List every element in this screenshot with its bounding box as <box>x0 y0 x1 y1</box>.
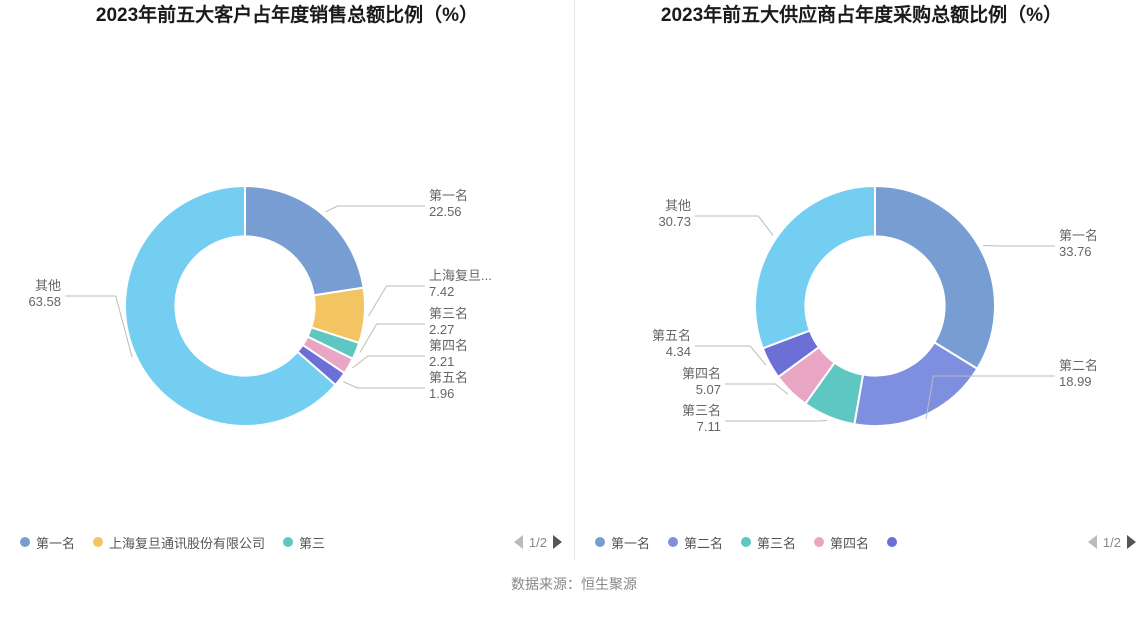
left-legend-row: 第一名 上海复旦通讯股份有限公司 第三 1/2 <box>0 524 574 560</box>
leader-line <box>983 246 1055 247</box>
legend-swatch-icon <box>595 537 605 547</box>
legend-item[interactable]: 上海复旦通讯股份有限公司 <box>93 533 265 552</box>
legend-item[interactable]: 第二名 <box>668 533 723 552</box>
legend-swatch-icon <box>741 537 751 547</box>
legend-swatch-icon <box>668 537 678 547</box>
donut-slice[interactable] <box>875 186 995 369</box>
legend-item[interactable]: 第三 <box>283 533 325 552</box>
legend-label: 第一名 <box>36 533 75 552</box>
right-pager-text: 1/2 <box>1103 535 1121 550</box>
left-legend-pager: 1/2 <box>514 535 562 550</box>
legend-item[interactable]: 第一名 <box>595 533 650 552</box>
slice-label: 第一名33.76 <box>1059 228 1098 259</box>
chevron-right-icon[interactable] <box>1127 535 1136 549</box>
legend-label: 第二名 <box>684 533 723 552</box>
left-donut-chart: 第一名22.56 上海复旦...7.42 第三名2.27第四名2.21第五名1.96… <box>0 36 574 516</box>
right-legend-row: 第一名 第二名 第三名 第四名 1/2 <box>575 524 1148 560</box>
leader-line <box>343 382 425 388</box>
leader-line <box>65 296 132 357</box>
slice-label: 第五名1.96 <box>429 370 468 401</box>
chevron-left-icon[interactable] <box>1088 535 1097 549</box>
legend-label: 第一名 <box>611 533 650 552</box>
legend-label: 上海复旦通讯股份有限公司 <box>109 533 265 552</box>
slice-label: 其他30.73 <box>658 198 691 229</box>
legend-swatch-icon <box>887 537 897 547</box>
chevron-right-icon[interactable] <box>553 535 562 549</box>
legend-item[interactable]: 第三名 <box>741 533 796 552</box>
legend-swatch-icon <box>814 537 824 547</box>
donut-slice[interactable] <box>245 186 364 295</box>
data-source-label: 数据来源：恒生聚源 <box>0 560 1148 594</box>
slice-label: 第三名2.27 <box>429 306 468 337</box>
left-pager-text: 1/2 <box>529 535 547 550</box>
legend-label: 第三 <box>299 533 325 552</box>
leader-line <box>695 346 766 365</box>
legend-swatch-icon <box>283 537 293 547</box>
slice-label: 上海复旦...7.42 <box>429 268 492 299</box>
right-donut-chart: 第一名33.76 第二名18.99 第三名7.11 第四名5.07 第五名4.34 其他3… <box>575 36 1148 516</box>
legend-label: 第三名 <box>757 533 796 552</box>
right-legend-pager: 1/2 <box>1088 535 1136 550</box>
right-chart-title: 2023年前五大供应商占年度采购总额比例（%） <box>645 0 1078 29</box>
legend-item[interactable]: 第一名 <box>20 533 75 552</box>
chevron-left-icon[interactable] <box>514 535 523 549</box>
left-legend-items: 第一名 上海复旦通讯股份有限公司 第三 <box>20 533 506 552</box>
right-chart-wrap: 第一名33.76 第二名18.99 第三名7.11 第四名5.07 第五名4.34 其他3… <box>575 29 1148 524</box>
slice-label: 第五名4.34 <box>652 328 691 359</box>
donut-slice[interactable] <box>755 186 875 348</box>
leader-line <box>352 356 425 368</box>
slice-label: 第四名2.21 <box>429 338 468 369</box>
legend-label: 第四名 <box>830 533 869 552</box>
left-panel: 2023年前五大客户占年度销售总额比例（%） 第一名22.56 上海复旦...7.… <box>0 0 574 560</box>
leader-line <box>725 421 827 422</box>
slice-label: 其他63.58 <box>28 278 61 309</box>
left-chart-title: 2023年前五大客户占年度销售总额比例（%） <box>80 0 494 29</box>
leader-line <box>725 384 788 394</box>
slice-label: 第一名22.56 <box>429 188 468 219</box>
left-chart-wrap: 第一名22.56 上海复旦...7.42 第三名2.27第四名2.21第五名1.96… <box>0 29 574 524</box>
right-panel: 2023年前五大供应商占年度采购总额比例（%） 第一名33.76 第二名18.99… <box>574 0 1148 560</box>
leader-line <box>695 216 773 235</box>
slice-label: 第三名7.11 <box>682 403 721 434</box>
slice-label: 第四名5.07 <box>682 366 721 397</box>
slice-label: 第二名18.99 <box>1059 358 1098 389</box>
charts-container: 2023年前五大客户占年度销售总额比例（%） 第一名22.56 上海复旦...7.… <box>0 0 1148 560</box>
leader-line <box>326 206 425 212</box>
legend-swatch-icon <box>20 537 30 547</box>
legend-item[interactable]: 第四名 <box>814 533 869 552</box>
right-legend-items: 第一名 第二名 第三名 第四名 <box>595 533 1080 552</box>
leader-line <box>369 286 425 316</box>
legend-swatch-icon <box>93 537 103 547</box>
leader-line <box>360 324 425 352</box>
